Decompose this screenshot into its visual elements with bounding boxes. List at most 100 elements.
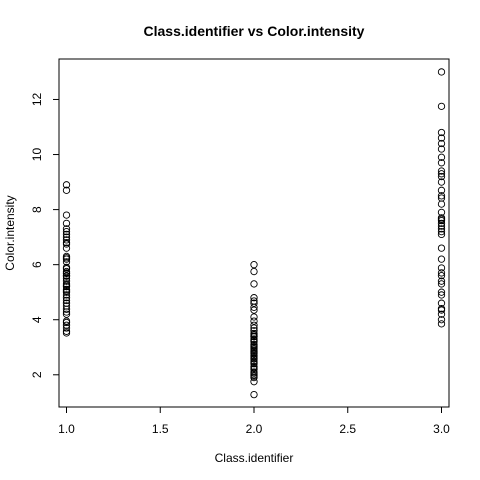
data-point — [62, 181, 71, 189]
data-point — [437, 172, 446, 181]
data-point — [62, 227, 71, 236]
data-point — [437, 230, 446, 239]
data-point — [437, 316, 446, 324]
data-point — [62, 230, 71, 239]
data-point — [250, 355, 258, 363]
data-point — [62, 258, 71, 266]
data-point — [250, 317, 258, 325]
data-point — [437, 280, 446, 288]
data-point — [437, 167, 446, 175]
data-point — [437, 255, 446, 263]
data-point — [62, 240, 71, 248]
data-point — [437, 320, 446, 328]
data-point — [62, 274, 71, 283]
x-tick-label: 3.0 — [433, 422, 450, 436]
data-point — [437, 310, 446, 318]
y-tick-label: 8 — [30, 206, 44, 213]
x-tick-label: 1.5 — [152, 422, 169, 436]
data-point — [62, 186, 71, 194]
y-tick-label: 6 — [30, 261, 44, 268]
data-point — [437, 227, 446, 236]
data-point — [437, 225, 446, 233]
y-tick-label: 10 — [30, 148, 44, 162]
data-point — [437, 208, 446, 217]
data-point — [250, 280, 258, 288]
x-axis-label: Class.identifier — [215, 451, 294, 465]
data-point — [437, 219, 446, 228]
x-axis: 1.0 1.5 2.0 2.5 3.0 — [58, 406, 450, 436]
data-point — [437, 159, 446, 167]
data-point — [250, 261, 258, 269]
data-point — [62, 233, 71, 241]
data-point — [250, 324, 258, 332]
data-point — [62, 283, 71, 291]
data-point — [437, 68, 446, 76]
data-point — [250, 306, 258, 314]
data-point — [437, 244, 446, 252]
data-point — [62, 265, 71, 273]
data-point — [62, 310, 71, 318]
y-axis-label: Color.intensity — [3, 195, 17, 270]
data-point — [437, 192, 446, 200]
data-point — [250, 333, 258, 341]
data-point — [250, 313, 258, 321]
data-point — [62, 277, 71, 285]
data-point — [62, 324, 71, 332]
data-point — [437, 264, 446, 272]
data-points — [62, 68, 446, 399]
data-point — [62, 272, 71, 280]
data-point — [250, 321, 258, 329]
data-point — [250, 267, 258, 276]
data-point — [62, 294, 71, 302]
chart-title: Class.identifier vs Color.intensity — [144, 23, 365, 39]
data-point — [250, 360, 258, 368]
data-point — [437, 269, 446, 277]
data-point — [250, 373, 258, 382]
data-point — [62, 291, 71, 299]
data-point — [62, 225, 71, 233]
y-tick-label: 2 — [30, 371, 44, 378]
data-point — [250, 365, 258, 373]
data-point — [437, 128, 446, 137]
data-point — [437, 277, 446, 285]
data-point — [62, 269, 71, 278]
x-tick-label: 2.5 — [339, 422, 356, 436]
data-point — [62, 236, 71, 244]
y-axis: 2 4 6 8 10 12 — [30, 92, 60, 378]
data-point — [437, 216, 446, 225]
data-point — [437, 178, 446, 186]
data-point — [62, 329, 71, 337]
data-point — [437, 134, 446, 142]
data-point — [62, 255, 71, 263]
data-point — [437, 222, 446, 230]
data-point — [437, 200, 446, 208]
data-point — [62, 211, 71, 219]
data-point — [437, 186, 446, 194]
data-point — [437, 272, 446, 280]
data-point — [62, 308, 71, 316]
y-tick-label: 4 — [30, 316, 44, 323]
data-point — [62, 288, 71, 296]
data-point — [62, 296, 71, 305]
x-tick-label: 1.0 — [58, 422, 75, 436]
data-point — [250, 299, 258, 307]
data-point — [437, 139, 446, 148]
data-point — [62, 219, 71, 228]
data-point — [437, 145, 446, 153]
data-point — [437, 153, 446, 161]
data-point — [62, 244, 71, 252]
data-point — [437, 291, 446, 299]
data-point — [62, 318, 71, 327]
data-point — [250, 303, 258, 311]
data-point — [437, 170, 446, 178]
data-point — [437, 306, 446, 314]
data-point — [250, 378, 258, 386]
data-point — [437, 299, 446, 307]
data-point — [437, 102, 446, 111]
data-point — [250, 294, 258, 302]
x-tick-label: 2.0 — [246, 422, 263, 436]
y-tick-label: 12 — [30, 92, 44, 106]
data-point — [250, 390, 258, 399]
data-point — [250, 338, 258, 346]
